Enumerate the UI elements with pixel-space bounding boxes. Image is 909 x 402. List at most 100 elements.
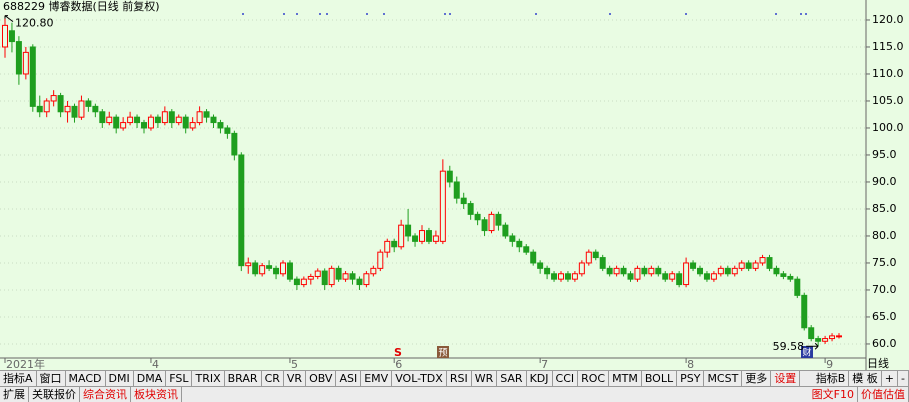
candle-body [731, 267, 738, 275]
candle-body [780, 273, 787, 277]
toolbar-button[interactable]: DMA [134, 371, 167, 386]
info-dot [296, 13, 298, 15]
toolbar-button[interactable]: 价值估值 [858, 387, 909, 402]
candle-body [620, 267, 627, 275]
info-dot [685, 13, 687, 15]
event-icon[interactable] [437, 346, 449, 358]
y-tick-label: 65.0 [872, 310, 897, 323]
toolbar-button[interactable]: 综合资讯 [80, 387, 131, 402]
toolbar-button[interactable]: CR [262, 371, 284, 386]
toolbar-button[interactable]: TRIX [192, 371, 225, 386]
candle-body [92, 105, 99, 113]
toolbar-button[interactable]: VR [284, 371, 307, 386]
event-marker[interactable]: 财 [802, 347, 811, 359]
toolbar-button[interactable]: ASI [336, 371, 362, 386]
candle-body [558, 273, 564, 280]
toolbar-button[interactable]: MTM [609, 371, 642, 386]
toolbar-button[interactable]: 扩展 [0, 387, 29, 402]
candle-body [2, 24, 8, 48]
toolbar-button[interactable]: EMV [361, 371, 393, 386]
toolbar-button[interactable]: FSL [166, 371, 193, 386]
annotation: 120.80 [15, 17, 54, 30]
event-marker[interactable]: 预 [438, 348, 447, 359]
toolbar-button[interactable]: 更多 [742, 371, 772, 386]
period-label[interactable]: 日线 [867, 356, 889, 370]
candle-body [280, 262, 286, 275]
candle-body [564, 273, 571, 280]
candle-body [745, 262, 752, 269]
info-dot [449, 13, 451, 15]
toolbar-button[interactable]: RSI [447, 371, 472, 386]
toolbar-button[interactable]: 模 板 [849, 371, 882, 386]
candle-body [502, 224, 509, 237]
candle-body [530, 251, 537, 264]
info-dot [283, 13, 285, 15]
toolbar-button[interactable]: BOLL [642, 371, 678, 386]
toolbar-button[interactable]: 关联报价 [29, 387, 80, 402]
candle-body [141, 122, 147, 129]
candle-body [147, 116, 154, 129]
candle-body [168, 111, 175, 124]
x-tick-label: 4 [152, 358, 159, 370]
toolbar-button[interactable]: WR [472, 371, 498, 386]
candle-body [245, 262, 252, 267]
candle-body [71, 105, 78, 118]
toolbar-button[interactable]: VOL-TDX [392, 371, 447, 386]
toolbar-button[interactable]: 板块资讯 [131, 387, 182, 402]
x-tick-label: 2021年 [6, 357, 45, 370]
candle-body [127, 116, 134, 124]
toolbar-button[interactable]: 指标B [813, 371, 850, 386]
candle-body [634, 267, 641, 280]
candle-body [724, 267, 731, 275]
toolbar-button[interactable]: BRAR [225, 371, 262, 386]
candle-body [273, 267, 280, 275]
annotation-arrow [806, 342, 819, 350]
toolbar-button[interactable]: CCI [553, 371, 579, 386]
candle-body [703, 273, 710, 280]
toolbar-button[interactable]: 图文F10 [809, 387, 858, 402]
spacer [182, 387, 809, 402]
toolbar-button[interactable]: 指标A [0, 371, 37, 386]
event-marker[interactable]: S [394, 346, 402, 359]
candle-body [342, 273, 349, 280]
toolbar-row: 指标A 窗口 MACD DMI DMA FSL TRIX BRAR CR VR OBV ASI EMV V… [0, 370, 909, 386]
toolbar-button[interactable]: ROC [578, 371, 610, 386]
candle-body [134, 116, 141, 124]
candle-body [175, 116, 182, 124]
x-tick-label: 7 [541, 358, 548, 370]
candle-body [787, 275, 794, 280]
candle-body [210, 116, 217, 124]
toolbar-button[interactable]: 设置 [771, 371, 801, 386]
toolbar-button[interactable]: DMI [106, 371, 134, 386]
toolbar-button[interactable]: - [898, 371, 909, 386]
toolbar-button[interactable]: 窗口 [37, 371, 66, 386]
candle-body [224, 127, 231, 134]
candle-body [717, 267, 724, 275]
candle-body [697, 267, 703, 275]
x-tick-label: 9 [826, 358, 833, 370]
candle-body [801, 294, 808, 329]
event-icon[interactable] [801, 346, 813, 358]
candle-body [738, 262, 745, 269]
candle-body [196, 111, 203, 124]
toolbar-button[interactable]: + [882, 371, 899, 386]
toolbar-button[interactable]: OBV [306, 371, 337, 386]
y-tick-label: 75.0 [872, 256, 897, 269]
candle-body [641, 267, 648, 275]
toolbar-button[interactable]: MACD [66, 371, 106, 386]
candle-body [307, 275, 314, 280]
toolbar-button[interactable]: SAR [497, 371, 527, 386]
info-dot [775, 13, 777, 15]
candle-body [85, 100, 92, 107]
candle-body [314, 270, 321, 277]
candle-body [822, 338, 829, 342]
toolbar-button[interactable]: KDJ [527, 371, 553, 386]
toolbar-button[interactable]: MCST [704, 371, 743, 386]
candle-body [321, 270, 328, 286]
info-dot [535, 13, 537, 15]
y-tick-label: 60.0 [872, 337, 897, 350]
toolbar-button[interactable]: PSY [677, 371, 705, 386]
candle-body [8, 30, 15, 43]
candle-body [335, 267, 342, 280]
chart: 688229 博睿数据(日线 前复权) S 预 财 日线 60.0 65.0 70.… [0, 0, 909, 370]
